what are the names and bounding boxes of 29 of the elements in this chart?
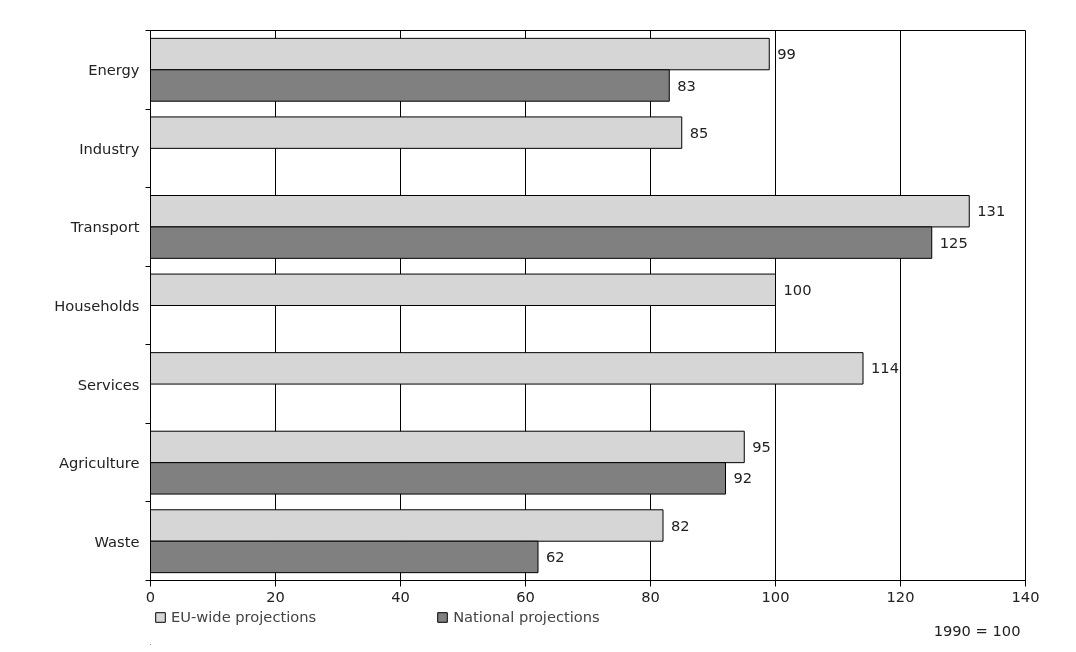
x-tick-label: 120 [886, 587, 915, 605]
x-tick-label: 80 [641, 587, 660, 605]
x-tick-label: 20 [266, 587, 285, 605]
data-label: 131 [977, 202, 1006, 220]
data-label: 100 [783, 280, 812, 298]
y-tick-label: Waste [94, 532, 140, 550]
x-tick-label: 0 [145, 587, 156, 605]
y-tick-label: Industry [79, 139, 140, 157]
data-label: 85 [689, 123, 709, 141]
data-label: 95 [752, 437, 771, 455]
data-label: 114 [871, 359, 899, 377]
x-tick-label: 140 [1011, 587, 1040, 605]
y-tick-label: Services [77, 375, 140, 393]
y-tick-label: Transport [69, 218, 140, 236]
data-label: 99 [777, 45, 796, 63]
x-tick-label: 60 [516, 587, 535, 605]
y-tick-label: Energy [88, 61, 140, 79]
data-label: 125 [939, 233, 968, 251]
x-tick-label: 100 [761, 587, 790, 605]
data-label: 62 [546, 547, 565, 565]
legend-label: EU-wide projections [171, 608, 317, 625]
data-label: 83 [677, 76, 696, 94]
text: 1990 = 100 [933, 622, 1021, 639]
data-label: 92 [733, 469, 753, 487]
legend-label: National projections [453, 608, 600, 625]
data-label: 82 [671, 516, 690, 534]
x-tick-label: 40 [391, 587, 410, 605]
y-tick-label: Agriculture [58, 454, 140, 472]
y-tick-label: Households [54, 297, 140, 314]
